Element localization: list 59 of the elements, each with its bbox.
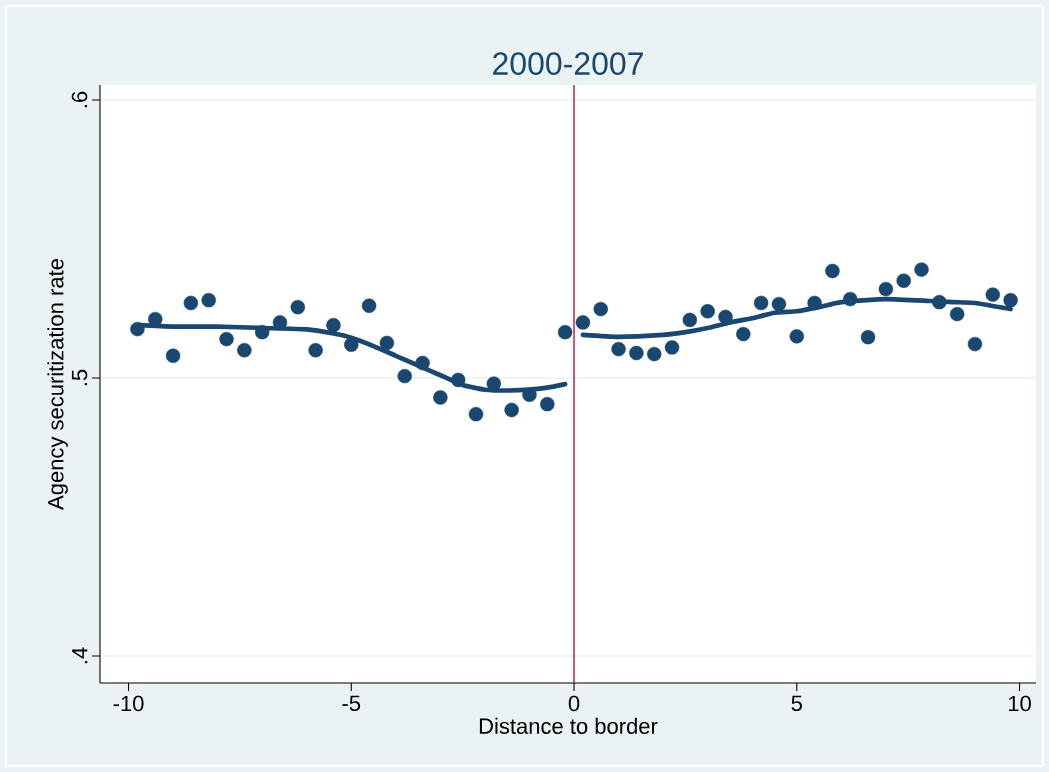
- point: [557, 324, 573, 340]
- point: [326, 318, 341, 333]
- point: [486, 376, 502, 391]
- point: [237, 343, 252, 358]
- point: [682, 312, 698, 328]
- point: [825, 263, 840, 279]
- point: [183, 295, 199, 311]
- point: [415, 355, 430, 371]
- point: [932, 294, 947, 310]
- point: [949, 306, 965, 322]
- y-tick-label: .4: [72, 647, 88, 664]
- x-tick-label: 0: [568, 695, 580, 712]
- x-tick-label: 10: [1008, 695, 1031, 712]
- y-axis-title: Agency securitization rate: [47, 259, 68, 510]
- point: [540, 396, 555, 412]
- point: [753, 295, 769, 311]
- point: [504, 402, 519, 418]
- point: [807, 295, 822, 311]
- point: [1003, 292, 1018, 308]
- point: [219, 331, 234, 347]
- point: [647, 346, 662, 362]
- point: [967, 336, 983, 352]
- point: [201, 292, 216, 308]
- point: [629, 345, 644, 361]
- point: [290, 299, 306, 315]
- point: [379, 335, 395, 351]
- point: [611, 341, 626, 357]
- point: [771, 296, 787, 312]
- point: [450, 372, 466, 388]
- point: [896, 273, 911, 288]
- point: [736, 326, 751, 342]
- point: [700, 304, 715, 319]
- point: [985, 287, 1000, 302]
- point: [575, 315, 591, 330]
- x-tick-label: -5: [342, 695, 361, 712]
- point: [843, 291, 858, 307]
- point: [308, 343, 323, 358]
- point: [664, 340, 680, 355]
- point: [878, 281, 894, 297]
- x-axis-title: Distance to border: [479, 717, 658, 734]
- y-tick-label: .6: [71, 91, 88, 108]
- x-tick-label: 5: [791, 695, 802, 712]
- point: [254, 324, 270, 340]
- point: [165, 348, 181, 363]
- point: [718, 309, 733, 325]
- point: [130, 321, 145, 337]
- point: [344, 337, 359, 352]
- point: [860, 329, 876, 345]
- point: [593, 301, 608, 317]
- point: [914, 262, 929, 277]
- point: [397, 368, 412, 384]
- y-tick-label: .5: [71, 369, 88, 386]
- x-tick-label: -10: [113, 695, 144, 712]
- point: [433, 390, 448, 405]
- chart-title: 2000-2007: [493, 52, 643, 75]
- point: [361, 298, 377, 313]
- point: [468, 406, 484, 422]
- point: [789, 329, 804, 344]
- point: [522, 387, 537, 402]
